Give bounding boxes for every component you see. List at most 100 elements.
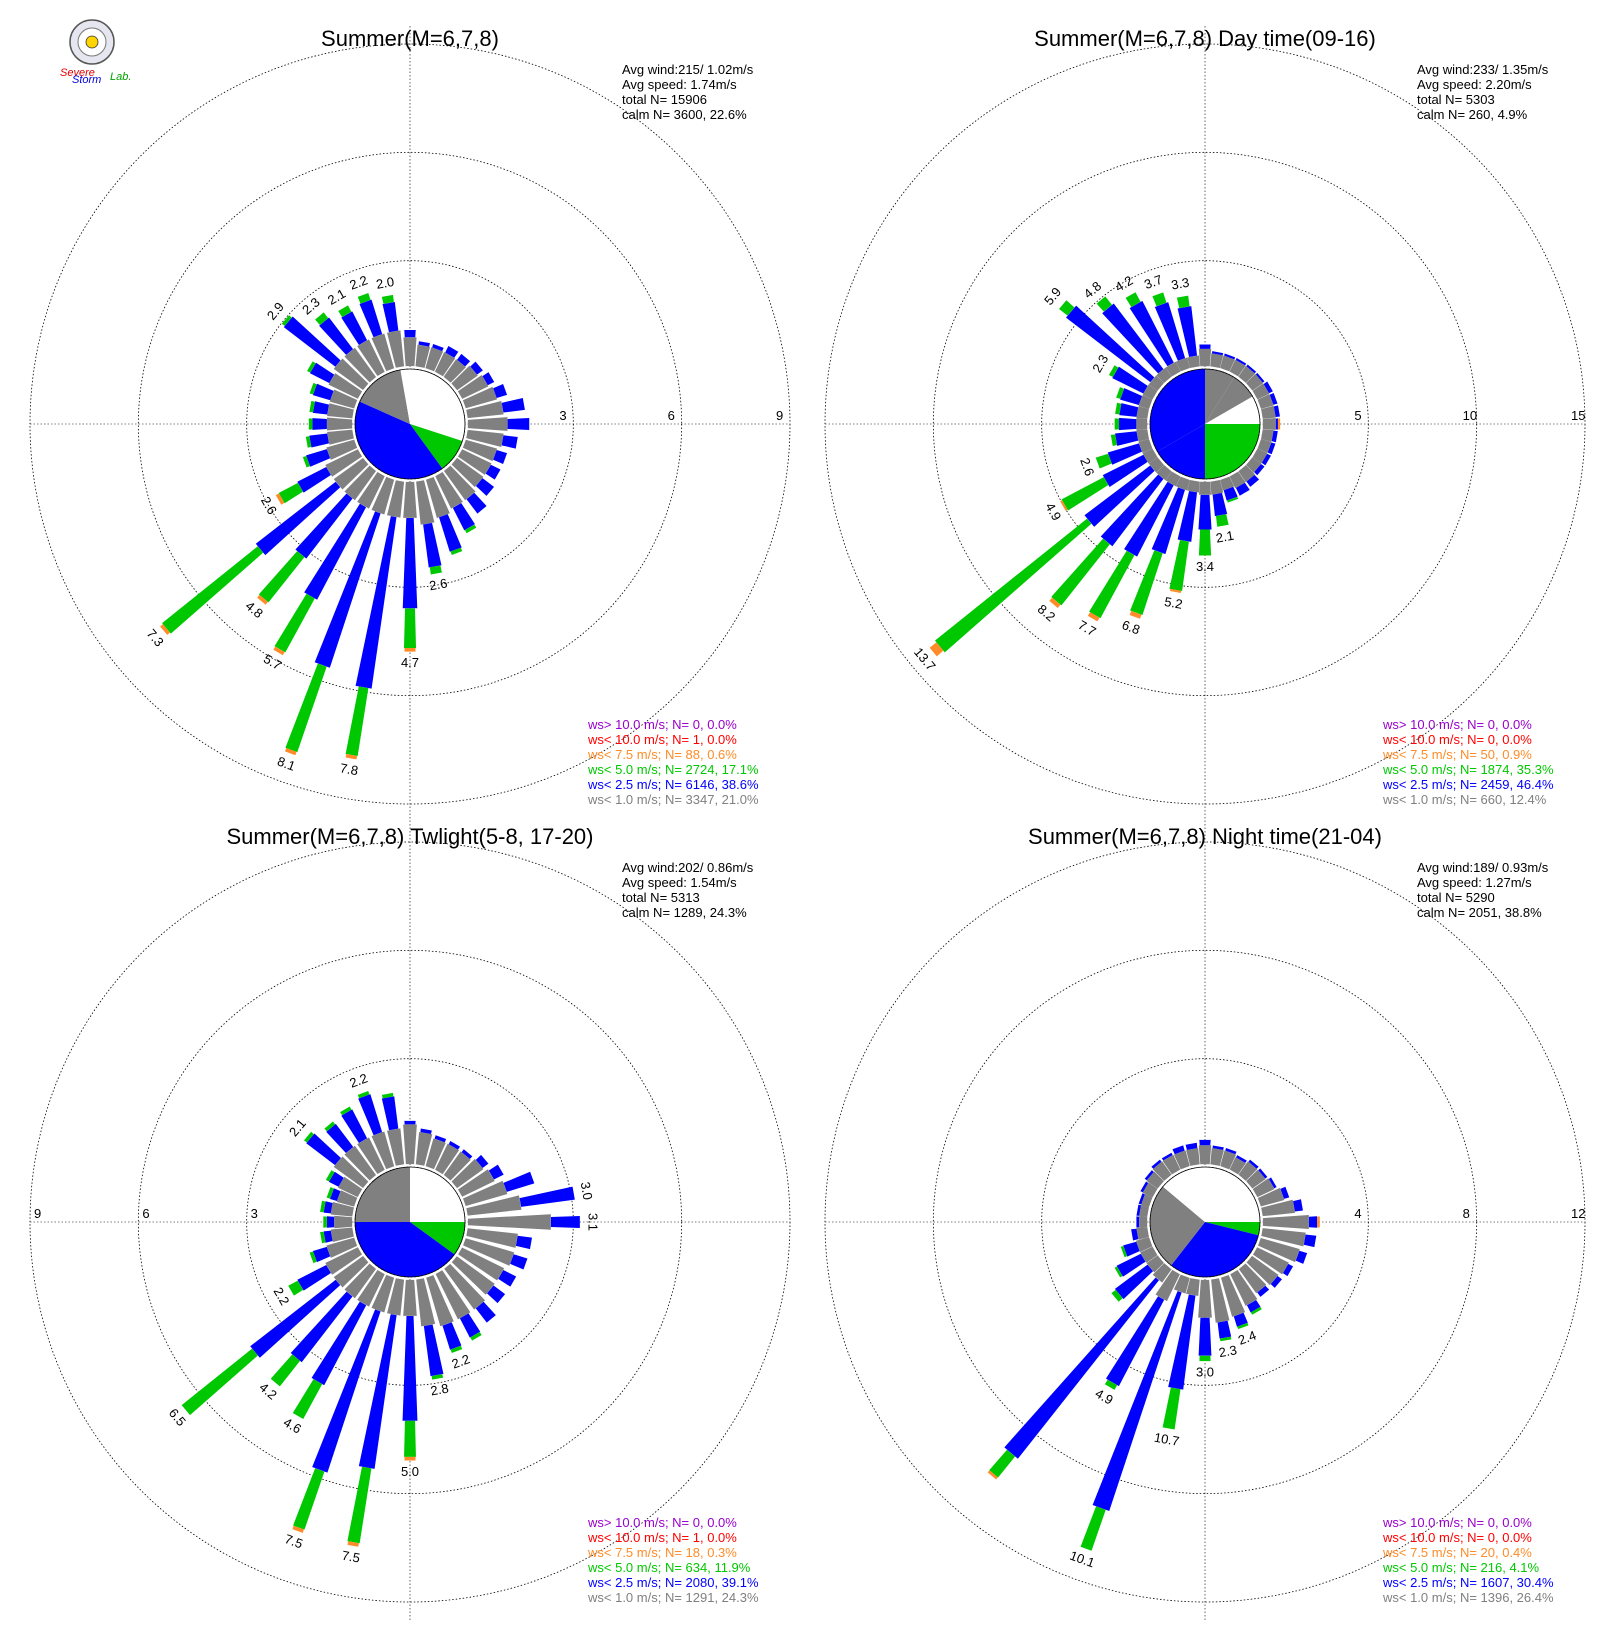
wind-bar-segment [485, 464, 501, 480]
wind-bar-segment [284, 748, 297, 756]
wind-bar-segment [1120, 388, 1143, 406]
wind-rose-panel-1: 3 6 92.64.77.88.15.74.87.32.62.9 2.3 2.12.2 2… [29, 26, 791, 822]
wind-bar-segment [451, 365, 478, 391]
wind-bar-segment [345, 686, 369, 756]
wind-bar-segment [382, 301, 399, 333]
wind-bar-segment [1060, 500, 1068, 511]
panel-title: Summer(M=6,7,8) Day time(09-16) [1034, 26, 1376, 51]
wind-bar-segment [1162, 1154, 1181, 1175]
axis-tick-label: 5 [1354, 408, 1361, 423]
wind-bar-segment [1262, 417, 1276, 431]
wind-bar-segment [1186, 1148, 1200, 1166]
wind-bar-segment [416, 1278, 436, 1327]
wind-bar-segment [1248, 1159, 1259, 1169]
axis-tick-label: 3 [251, 1206, 258, 1221]
wind-bar-segment [1049, 597, 1061, 609]
wind-bar-segment [1136, 1227, 1149, 1240]
wind-bar-segment [431, 1374, 444, 1380]
legend-entry: ws< 7.5 m/s; N= 18, 0.3% [587, 1545, 737, 1560]
wind-bar-segment [1223, 486, 1238, 501]
wind-bar-segment [458, 1247, 505, 1281]
wind-bar-segment [1212, 1145, 1224, 1151]
wind-bar-segment [326, 1187, 334, 1199]
calm-pie-slice [1205, 414, 1260, 424]
wind-bar-segment [451, 1158, 484, 1189]
lab-logo: Severe Storm Lab. [60, 19, 131, 86]
wind-bar-segment [1107, 443, 1142, 465]
wind-bar-segment [1254, 464, 1265, 476]
bar-total-label: 4.9 [1093, 1386, 1116, 1408]
wind-bar-segment [466, 1195, 522, 1216]
wind-bar-segment [1211, 1278, 1230, 1323]
wind-bar-segment [1177, 490, 1198, 542]
wind-bar-segment [323, 1216, 327, 1228]
wind-bar-segment [404, 330, 416, 338]
panel-title: Summer(M=6,7,8) Night time(21-04) [1028, 824, 1382, 849]
logo-seal-emblem [85, 35, 99, 49]
wind-bar-segment [1198, 348, 1212, 367]
wind-bar-segment [1136, 406, 1149, 419]
wind-bar-segment [323, 1201, 333, 1214]
wind-bar-segment [1295, 1250, 1308, 1264]
wind-bar-segment [1125, 292, 1141, 308]
calm-pie-slice [355, 1222, 455, 1277]
wind-bar-segment [1136, 418, 1148, 430]
wind-bar-segment [381, 1096, 399, 1131]
wind-bar-segment [1227, 496, 1239, 503]
wind-bar-segment [493, 450, 508, 465]
wind-bar-segment [1116, 1253, 1146, 1277]
wind-bar-segment [466, 492, 487, 514]
calm-pie-slice [1157, 424, 1205, 479]
wind-bar-segment [303, 1131, 314, 1143]
wind-bar-segment [1277, 418, 1281, 430]
wind-bar-segment [1220, 1336, 1232, 1342]
legend-entry: ws< 10.0 m/s; N= 0, 0.0% [1382, 732, 1532, 747]
wind-bar-segment [1175, 357, 1190, 372]
logo-text-storm: Storm [72, 74, 101, 86]
wind-rose-panel-3: 3693.03.12.22.85.07.57.54.64.26.52.22.12… [29, 824, 791, 1620]
wind-bar-segment [1246, 457, 1262, 473]
calm-pie-slice [359, 369, 410, 424]
wind-bar-segment [341, 311, 368, 345]
bar-total-label: 2.1 [325, 286, 348, 308]
wind-bar-segment [1199, 1139, 1211, 1146]
wind-bar-segment [326, 439, 358, 460]
wind-bar-segment [989, 1449, 1016, 1478]
calm-pie-slice [410, 424, 463, 469]
bar-total-label: 10.1 [1068, 1548, 1097, 1571]
wind-bar-segment [281, 315, 292, 326]
wind-bar-segment [1246, 1299, 1261, 1313]
wind-bar-segment [1138, 1193, 1145, 1205]
wind-bar-segment [330, 1227, 354, 1243]
wind-bar-segment [1261, 405, 1276, 419]
wind-bar-segment [329, 389, 358, 409]
wind-bar-segment [1152, 292, 1167, 307]
wind-bar-segment [493, 383, 508, 398]
wind-bar-segment [371, 1274, 395, 1313]
wind-bar-segment [429, 565, 442, 575]
wind-bar-segment [1261, 429, 1274, 442]
wind-bar-segment [1198, 529, 1212, 556]
bar-total-label: 7.5 [341, 1548, 361, 1566]
wind-bar-segment [292, 1525, 304, 1533]
wind-bar-segment [1246, 364, 1257, 374]
wind-bar-segment [387, 1128, 405, 1166]
wind-bar-segment [1263, 381, 1273, 394]
wind-bar-segment [273, 646, 285, 656]
calm-pie-slice [1205, 1167, 1260, 1222]
wind-bar-segment [309, 1251, 317, 1264]
bar-total-label: 2.8 [429, 1381, 449, 1399]
wind-bar-segment [416, 480, 435, 525]
bar-total-label: 4.6 [281, 1415, 304, 1437]
bar-total-label: 3.4 [1196, 559, 1214, 574]
bar-total-label: 5.2 [1163, 594, 1183, 612]
bar-total-label: 5.9 [1041, 284, 1064, 307]
wind-bar-segment [1129, 610, 1142, 619]
wind-bar-segment [1105, 1296, 1165, 1387]
wind-bar-segment [423, 522, 442, 568]
wind-bar-segment [1152, 1263, 1172, 1283]
wind-bar-segment [162, 546, 264, 634]
wind-bar-segment [1131, 1228, 1139, 1241]
calm-pie-slice [410, 1222, 465, 1255]
wind-bar-segment [1233, 1312, 1248, 1327]
